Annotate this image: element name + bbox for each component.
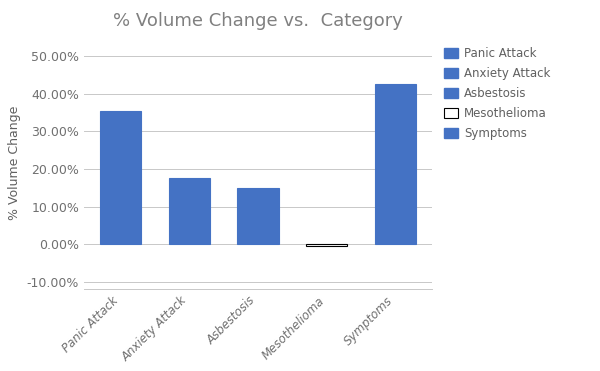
Legend: Panic Attack, Anxiety Attack, Asbestosis, Mesothelioma, Symptoms: Panic Attack, Anxiety Attack, Asbestosis… [439, 42, 555, 145]
Y-axis label: % Volume Change: % Volume Change [8, 106, 21, 220]
Title: % Volume Change vs.  Category: % Volume Change vs. Category [113, 12, 403, 30]
X-axis label: Category: Category [226, 370, 290, 371]
Bar [169, 178, 210, 244]
Bar [306, 244, 347, 246]
Bar [375, 84, 416, 244]
Bar [238, 188, 278, 244]
Bar [100, 111, 141, 244]
